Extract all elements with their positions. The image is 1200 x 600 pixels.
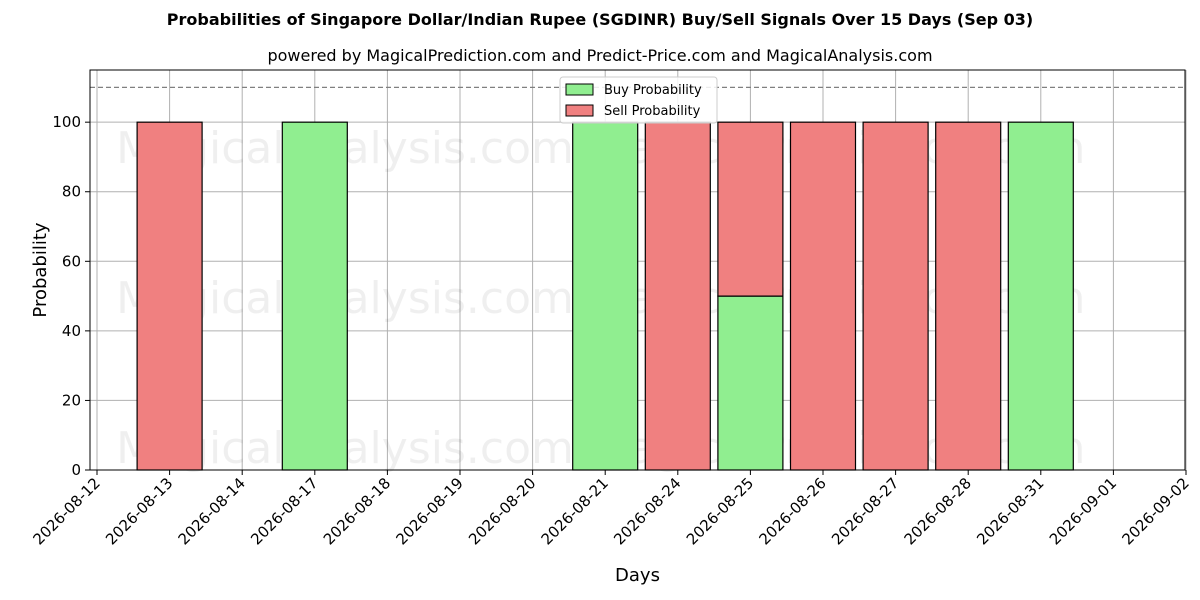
x-axis-label: Days [615,565,660,586]
bar-buy-probability [572,121,639,471]
x-ticks: 2026-08-122026-08-132026-08-142026-08-17… [29,470,1193,548]
bar-buy-probability [717,295,784,471]
legend-swatch [565,83,594,96]
y-tick-label: 20 [62,391,81,409]
x-tick-label: 2026-08-25 [683,474,757,548]
legend: Buy Probability Sell Probability [559,76,718,124]
x-tick-label: 2026-09-01 [1046,474,1120,548]
bar-sell-probability [789,121,857,471]
x-tick-label: 2026-08-20 [465,474,539,548]
y-tick-label: 80 [62,183,81,201]
x-tick-label: 2026-08-31 [973,474,1047,548]
x-tick-label: 2026-08-28 [901,474,975,548]
x-tick-label: 2026-09-02 [1118,474,1192,548]
y-tick-label: 60 [62,252,81,270]
bar-buy-probability [281,121,348,471]
x-tick-label: 2026-08-21 [538,474,612,548]
x-tick-label: 2026-08-27 [828,474,902,548]
bar-sell-probability [935,121,1002,471]
bar-sell-probability [136,121,203,471]
x-tick-label: 2026-08-24 [610,474,684,548]
y-axis-label: Probability [30,222,51,317]
bar-buy-probability [1007,121,1074,471]
chart-title: Probabilities of Singapore Dollar/Indian… [166,10,1034,29]
bar-sell-probability [717,121,784,297]
legend-swatch [565,104,594,117]
x-tick-label: 2026-08-26 [755,474,829,548]
y-tick-label: 0 [71,461,81,479]
y-tick-label: 40 [62,322,81,340]
x-tick-label: 2026-08-14 [175,474,249,548]
bar-sell-probability [862,121,929,471]
x-tick-label: 2026-08-12 [29,474,103,548]
legend-box [559,76,718,124]
y-tick-label: 100 [52,113,81,131]
legend-label: Sell Probability [604,104,701,119]
bar-sell-probability [644,121,711,471]
x-tick-label: 2026-08-18 [320,474,394,548]
y-ticks: 0 20 40 60 80 100 [52,113,90,479]
chart-subtitle: powered by MagicalPrediction.com and Pre… [267,46,933,65]
bars [136,121,1074,471]
x-tick-label: 2026-08-17 [247,474,321,548]
plot-frame [89,69,1186,471]
x-tick-label: 2026-08-19 [392,474,466,548]
x-tick-label: 2026-08-13 [102,474,176,548]
legend-label: Buy Probability [604,83,702,98]
